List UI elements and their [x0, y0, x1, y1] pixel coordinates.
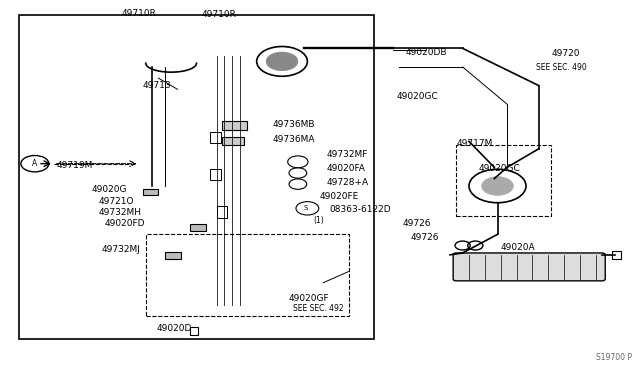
Bar	[211, 132, 221, 143]
Text: 49020D: 49020D	[157, 324, 192, 333]
Text: 49719M: 49719M	[57, 161, 93, 170]
Text: S19700 P: S19700 P	[596, 353, 632, 362]
Text: 49020A: 49020A	[500, 243, 535, 252]
Text: 49020FE: 49020FE	[320, 192, 359, 201]
Bar	[222, 121, 247, 130]
Bar	[222, 137, 244, 145]
Text: 49721O: 49721O	[98, 198, 134, 206]
Text: 49020GC: 49020GC	[396, 92, 438, 101]
Text: 08363-6122D: 08363-6122D	[330, 205, 391, 214]
Text: 49020G: 49020G	[92, 185, 127, 194]
Circle shape	[266, 52, 298, 71]
Text: S: S	[304, 205, 308, 211]
Text: 49728+A: 49728+A	[326, 178, 369, 187]
Bar	[190, 327, 198, 335]
Text: 49713: 49713	[143, 81, 171, 90]
Text: A: A	[32, 159, 38, 168]
Text: 49717M: 49717M	[456, 139, 493, 148]
Bar	[211, 169, 221, 180]
Text: 49020FA: 49020FA	[326, 164, 365, 173]
Text: 49726: 49726	[411, 233, 439, 242]
Bar	[164, 252, 180, 259]
Bar	[217, 206, 227, 218]
Text: SEE SEC. 490: SEE SEC. 490	[536, 63, 586, 72]
Text: 49020FD: 49020FD	[104, 219, 145, 228]
Text: 49020GC: 49020GC	[479, 164, 520, 173]
FancyBboxPatch shape	[453, 253, 605, 281]
Text: 49710R: 49710R	[201, 10, 236, 19]
Text: 49736MA: 49736MA	[273, 135, 315, 144]
Bar	[190, 224, 206, 231]
Text: 49020GF: 49020GF	[289, 294, 329, 303]
Text: 49726: 49726	[403, 219, 431, 228]
Circle shape	[482, 177, 513, 195]
Bar	[612, 251, 621, 259]
Text: 49710R: 49710R	[122, 9, 157, 17]
Text: SEE SEC. 492: SEE SEC. 492	[292, 304, 344, 312]
Bar	[456, 145, 552, 216]
Text: 49736MB: 49736MB	[273, 120, 315, 129]
Text: 49732MJ: 49732MJ	[101, 246, 140, 254]
Bar	[19, 15, 374, 339]
Bar	[146, 234, 349, 316]
Text: (1): (1)	[313, 216, 324, 225]
Text: 49732MH: 49732MH	[98, 208, 141, 217]
Bar	[143, 189, 159, 195]
Text: 49720: 49720	[552, 49, 580, 58]
Text: 49020DB: 49020DB	[406, 48, 447, 57]
Text: 49732MF: 49732MF	[326, 150, 368, 159]
